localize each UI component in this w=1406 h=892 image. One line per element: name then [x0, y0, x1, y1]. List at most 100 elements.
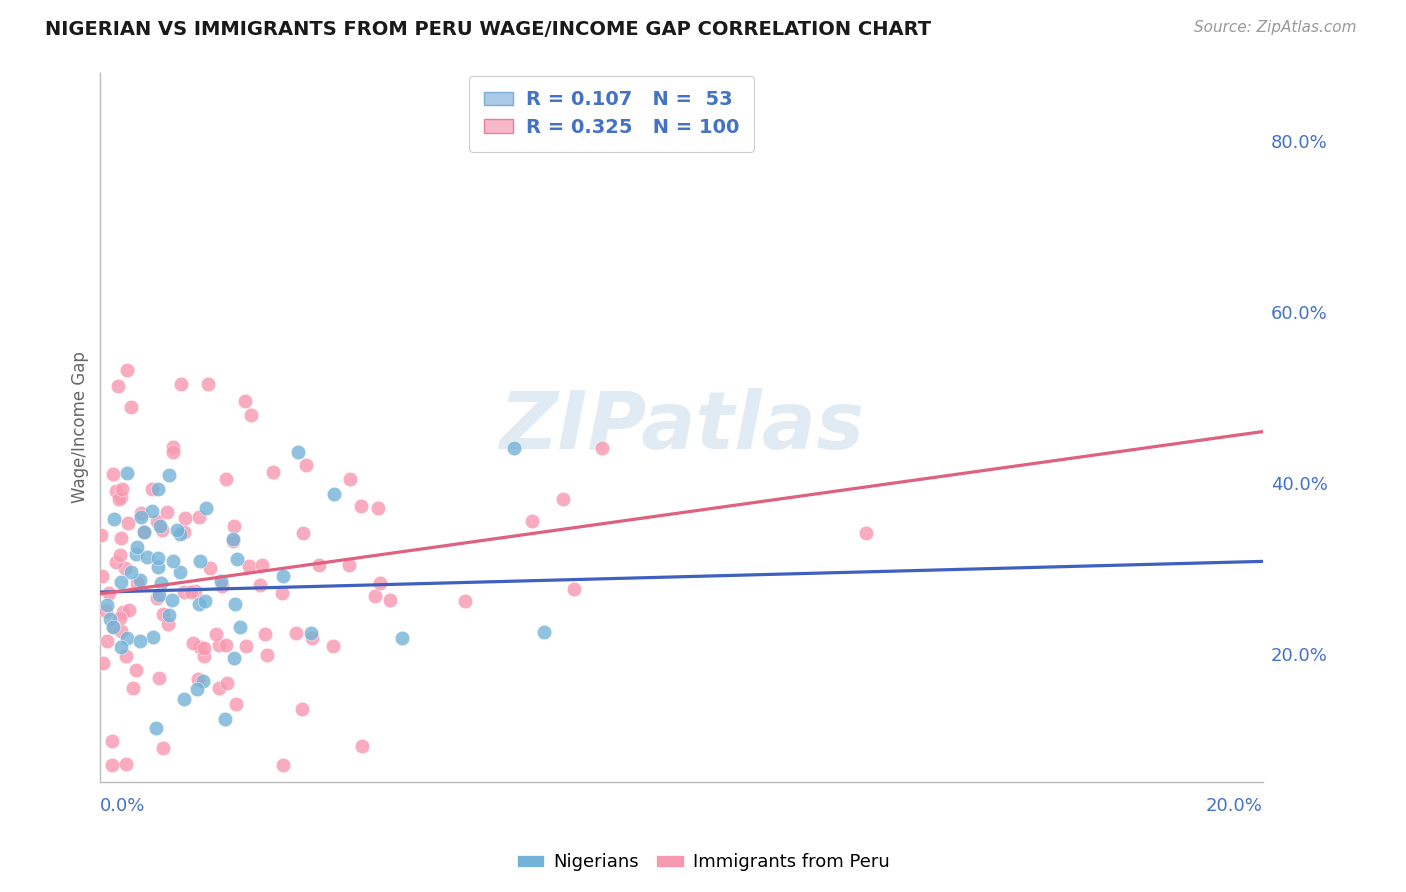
Point — [125, 663, 148, 677]
Point — [229, 620, 252, 634]
Point — [129, 506, 152, 520]
Text: 0.0%: 0.0% — [100, 797, 146, 815]
Point — [125, 575, 148, 590]
Point — [108, 610, 131, 624]
Point — [224, 597, 246, 611]
Point — [308, 558, 330, 573]
Point — [186, 681, 208, 696]
Point — [115, 757, 138, 772]
Point — [222, 533, 245, 547]
Legend: R = 0.107   N =  53, R = 0.325   N = 100: R = 0.107 N = 53, R = 0.325 N = 100 — [470, 76, 755, 152]
Point — [211, 578, 233, 592]
Point — [214, 712, 236, 726]
Y-axis label: Wage/Income Gap: Wage/Income Gap — [72, 351, 89, 503]
Point — [156, 617, 179, 632]
Point — [141, 504, 163, 518]
Point — [291, 701, 314, 715]
Point — [111, 482, 134, 496]
Point — [190, 640, 212, 655]
Point — [101, 618, 124, 632]
Point — [145, 591, 167, 605]
Point — [240, 408, 263, 422]
Point — [110, 640, 132, 655]
Point — [454, 594, 477, 608]
Point — [591, 441, 613, 455]
Point — [337, 558, 360, 573]
Text: 20.0%: 20.0% — [1206, 797, 1263, 815]
Point — [301, 631, 323, 645]
Point — [136, 550, 159, 565]
Point — [215, 675, 238, 690]
Point — [364, 589, 387, 603]
Point — [299, 626, 322, 640]
Point — [105, 555, 128, 569]
Point — [208, 638, 231, 652]
Point — [225, 697, 247, 711]
Point — [273, 757, 295, 772]
Point — [173, 525, 195, 540]
Point — [125, 540, 148, 554]
Point — [148, 588, 170, 602]
Point — [187, 510, 209, 524]
Point — [141, 482, 163, 496]
Point — [148, 482, 170, 496]
Point — [271, 586, 294, 600]
Point — [183, 636, 205, 650]
Point — [250, 558, 273, 572]
Point — [129, 573, 152, 587]
Point — [256, 648, 278, 663]
Point — [207, 681, 229, 695]
Point — [367, 501, 389, 516]
Point — [180, 585, 202, 599]
Point — [100, 612, 122, 626]
Point — [128, 634, 150, 648]
Point — [132, 525, 155, 540]
Point — [108, 492, 131, 507]
Point — [233, 393, 256, 408]
Point — [322, 639, 344, 653]
Point — [134, 525, 156, 540]
Point — [117, 631, 139, 645]
Point — [162, 554, 184, 568]
Point — [350, 739, 373, 753]
Point — [193, 648, 215, 663]
Point — [169, 527, 191, 541]
Point — [173, 585, 195, 599]
Point — [215, 638, 238, 652]
Point — [188, 598, 211, 612]
Point — [96, 598, 118, 612]
Point — [273, 569, 295, 583]
Point — [173, 692, 195, 706]
Point — [169, 565, 191, 579]
Point — [108, 548, 131, 562]
Point — [90, 527, 112, 541]
Point — [170, 377, 193, 392]
Point — [152, 607, 174, 621]
Point — [148, 550, 170, 565]
Point — [162, 445, 184, 459]
Point — [262, 465, 284, 479]
Point — [115, 648, 138, 663]
Text: ZIPatlas: ZIPatlas — [499, 388, 863, 467]
Point — [114, 561, 136, 575]
Point — [121, 681, 143, 695]
Point — [142, 630, 165, 644]
Point — [249, 578, 271, 592]
Point — [197, 376, 219, 391]
Point — [339, 472, 361, 486]
Point — [90, 569, 112, 583]
Point — [391, 631, 413, 645]
Point — [173, 511, 195, 525]
Point — [368, 575, 391, 590]
Point — [117, 467, 139, 481]
Point — [96, 634, 118, 648]
Point — [285, 625, 308, 640]
Point — [166, 523, 188, 537]
Point — [145, 721, 167, 735]
Point — [198, 560, 221, 574]
Point — [115, 363, 138, 377]
Point — [224, 650, 246, 665]
Point — [148, 671, 170, 685]
Point — [101, 733, 124, 747]
Text: Source: ZipAtlas.com: Source: ZipAtlas.com — [1194, 20, 1357, 35]
